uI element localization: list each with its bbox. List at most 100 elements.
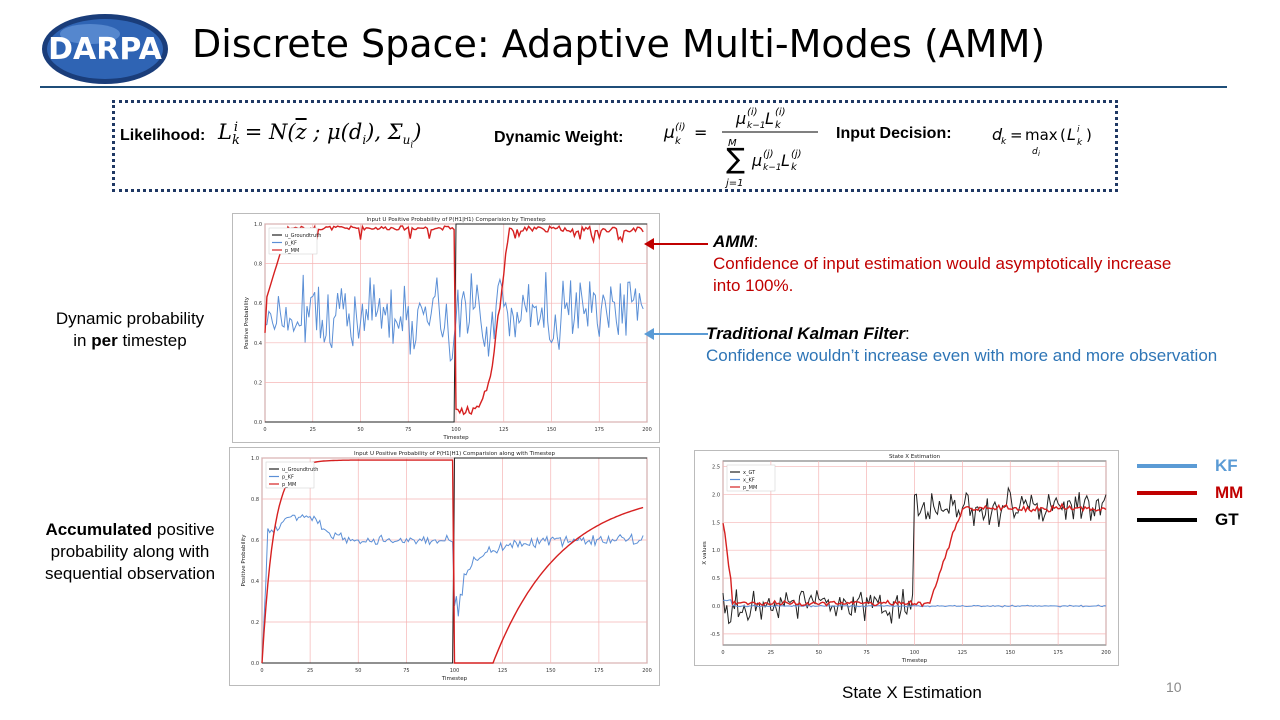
y-tick-label: 0.2 (251, 620, 259, 626)
x-tick-label: 175 (1053, 650, 1063, 656)
x-axis-label: Timestep (441, 676, 468, 682)
formula-box (112, 100, 1118, 192)
darpa-logo: DARPA (42, 14, 168, 84)
svg-text:μ: μ (663, 123, 675, 143)
svg-text:M: M (728, 138, 737, 149)
svg-text:L: L (781, 151, 790, 170)
svg-text:=: = (694, 123, 707, 142)
x-tick-label: 125 (498, 668, 508, 674)
x-axis-label: Timestep (442, 435, 469, 441)
x-tick-label: 150 (1005, 650, 1015, 656)
y-tick-label: 0.8 (254, 262, 262, 268)
svg-text:k: k (775, 120, 782, 131)
x-tick-label: 175 (594, 427, 604, 433)
x-tick-label: 0 (263, 427, 266, 433)
legend-entry: p_KF (282, 475, 294, 481)
amm-annotation: AMM: Confidence of input estimation woul… (713, 232, 1172, 295)
dynamic-probability-plot: 0 25 50 75 100 125 150 175 200 0.0 0.2 0.4 0.6 0.8 1.0… (232, 213, 660, 443)
svg-text:j=1: j=1 (724, 178, 744, 189)
state-x-estimation-plot: 0 25 50 75 100 125 150 175 200 -0.5 0.0 0.5 1.0 1.5 2.… (694, 450, 1119, 666)
x-tick-label: 200 (1101, 650, 1111, 656)
y-axis-label: Positive Probability (244, 296, 250, 349)
x-tick-label: 200 (642, 668, 652, 674)
page-number: 10 (1166, 679, 1182, 695)
y-tick-label: 0.8 (251, 497, 259, 503)
series-line-p_KF (264, 272, 644, 362)
series-line-u_Groundtruth (262, 457, 647, 664)
accumulated-probability-label: Accumulated positive probability along w… (44, 520, 216, 583)
y-tick-label: 0.0 (251, 661, 259, 667)
svg-text:(i): (i) (775, 107, 786, 118)
input-decision-formula: d k = max d i ( L i k ) (992, 125, 1092, 158)
legend-entry: p_MM (285, 248, 299, 254)
svg-text:i: i (1038, 150, 1040, 158)
svg-text:k−1: k−1 (763, 163, 781, 173)
x-tick-label: 25 (307, 668, 313, 674)
series-line-p_MM (264, 224, 644, 416)
x-tick-label: 25 (310, 427, 316, 433)
legend-entry: p_MM (743, 485, 757, 491)
x-tick-label: 100 (450, 668, 460, 674)
chart-legend: u_Groundtruth p_KFp_MM (265, 461, 318, 489)
x-tick-label: 75 (863, 650, 869, 656)
legend-entry: x_GT (743, 470, 756, 476)
legend-mm: MM (1137, 479, 1247, 506)
x-tick-label: 175 (594, 668, 604, 674)
accumulated-probability-plot: 0 25 50 75 100 125 150 175 200 0.0 0.2 0.4 0.6 0.8 1.0… (229, 447, 660, 686)
chart-legend: u_Groundtruth p_KFp_MM (268, 227, 321, 255)
svg-text:(i): (i) (747, 107, 758, 118)
y-tick-label: 0.2 (254, 380, 262, 386)
slide-title: Discrete Space: Adaptive Multi-Modes (AM… (192, 22, 1046, 66)
likelihood-label: Likelihood: (120, 127, 206, 144)
color-legend: KF MM GT (1137, 452, 1247, 533)
annotation-arrows (644, 238, 708, 340)
x-tick-label: 0 (721, 650, 724, 656)
svg-text:k: k (675, 136, 682, 147)
y-tick-label: 0.4 (251, 579, 259, 585)
y-tick-label: 0.6 (254, 301, 262, 307)
svg-text:k: k (791, 162, 798, 173)
svg-text:k: k (1001, 137, 1007, 147)
likelihood-formula: Lki = N(z ; μ(di), Σui) (218, 120, 422, 151)
svg-text:k: k (1077, 138, 1083, 148)
x-tick-label: 100 (910, 650, 920, 656)
svg-text:): ) (1086, 126, 1092, 144)
svg-text:μ: μ (751, 151, 762, 170)
logo-text: DARPA (48, 32, 162, 67)
svg-text:k−1: k−1 (747, 121, 765, 131)
dynamic-weight-label: Dynamic Weight: (494, 129, 624, 146)
x-tick-label: 200 (642, 427, 652, 433)
x-tick-label: 75 (403, 668, 409, 674)
title-rule (40, 86, 1227, 88)
svg-text:(i): (i) (675, 122, 686, 133)
svg-text:L: L (1067, 125, 1076, 144)
svg-text:d: d (992, 125, 1003, 144)
svg-text:L: L (765, 109, 774, 128)
svg-text:i: i (1077, 125, 1080, 135)
svg-text:=: = (1010, 126, 1023, 144)
y-tick-label: 1.5 (712, 520, 720, 526)
y-tick-label: 2.0 (712, 492, 720, 498)
svg-text:max: max (1025, 126, 1058, 144)
series-line-x_GT (722, 486, 1107, 625)
x-tick-label: 150 (547, 427, 557, 433)
series-line-x_KF (722, 599, 1107, 608)
x-tick-label: 50 (357, 427, 363, 433)
x-tick-label: 50 (355, 668, 361, 674)
series-line-p_MM (261, 459, 644, 664)
series-line-u_Groundtruth (265, 223, 647, 423)
y-tick-label: 0.0 (712, 604, 720, 610)
dynamic-weight-formula: μ (i) k = μ (i) k−1 L (i) k ∑ M j=1 μ (j… (663, 107, 818, 189)
y-axis-label: X values (702, 541, 708, 565)
x-axis-label: Timestep (901, 658, 928, 664)
y-tick-label: 0.4 (254, 341, 262, 347)
legend-entry: p_KF (285, 241, 297, 247)
svg-text:(j): (j) (791, 149, 802, 160)
x-tick-label: 125 (499, 427, 509, 433)
y-tick-label: 0.5 (712, 576, 720, 582)
svg-text:∑: ∑ (726, 142, 745, 175)
x-tick-label: 50 (816, 650, 822, 656)
y-tick-label: 1.0 (251, 456, 259, 462)
x-tick-label: 75 (405, 427, 411, 433)
x-tick-label: 150 (546, 668, 556, 674)
